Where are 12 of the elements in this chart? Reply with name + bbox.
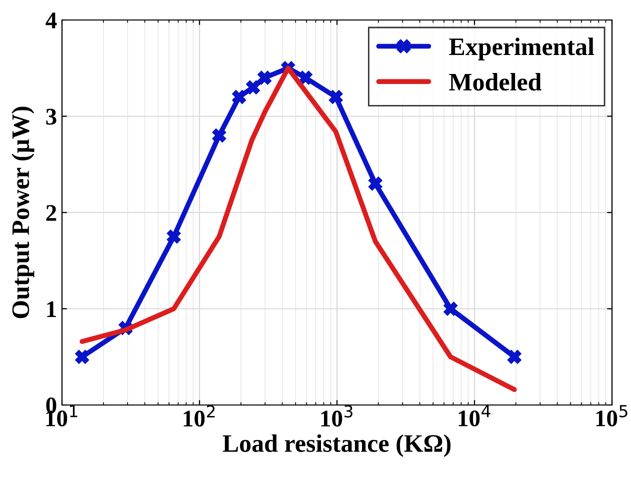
y-tick-label: 2 bbox=[46, 205, 56, 221]
x-tick-label: 10$^{3}$ bbox=[321, 405, 352, 427]
legend-label: Modeled bbox=[449, 72, 542, 91]
y-tick-label: 3 bbox=[46, 108, 56, 125]
y-tick-label: 1 bbox=[47, 301, 56, 317]
legend-label: Experimental bbox=[449, 38, 594, 60]
x-tick-label: 10$^{4}$ bbox=[458, 405, 490, 426]
x-tick-label: 10$^{5}$ bbox=[596, 405, 628, 426]
y-tick-label: 4 bbox=[46, 12, 57, 28]
y-axis-title: Output Power (μW) bbox=[12, 106, 34, 318]
x-axis-title: Load resistance (KΩ) bbox=[222, 434, 451, 458]
x-tick-label: 10$^{2}$ bbox=[184, 405, 215, 427]
